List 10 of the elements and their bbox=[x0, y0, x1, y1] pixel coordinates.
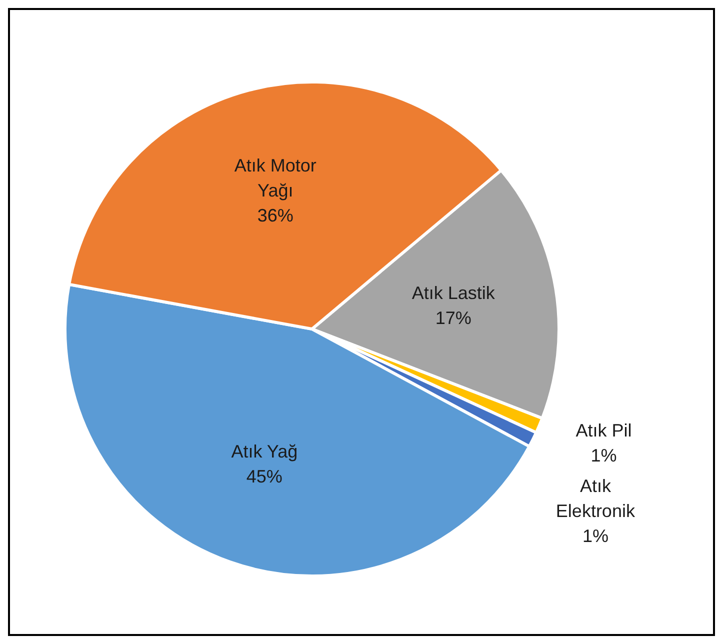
data-label: 45% bbox=[246, 466, 282, 487]
slice-label: Atık Pil bbox=[576, 420, 632, 440]
data-label: 36% bbox=[257, 205, 294, 226]
data-label: 17% bbox=[435, 308, 472, 328]
slice-label: Atık Lastik bbox=[412, 283, 496, 304]
data-label: 1% bbox=[582, 526, 608, 546]
slice-label: Atık Elektronik bbox=[556, 476, 636, 521]
data-label: 1% bbox=[590, 445, 617, 466]
slice-label: Atık Yağ bbox=[231, 442, 298, 462]
slice-label: Atık Motor Yağı bbox=[234, 155, 316, 200]
